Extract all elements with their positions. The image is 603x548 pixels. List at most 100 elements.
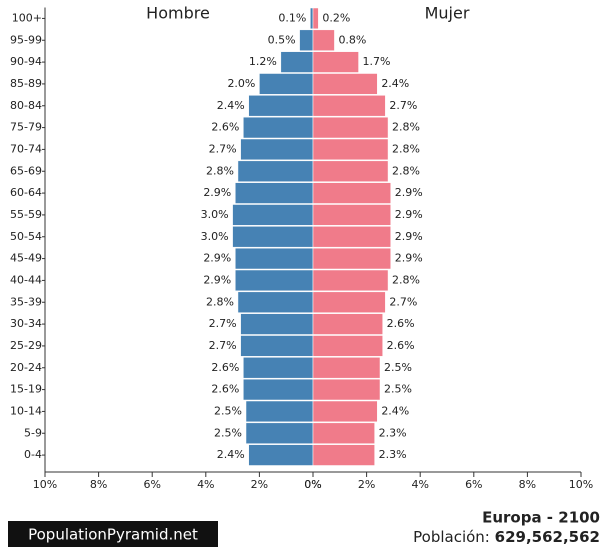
x-tick-label: 10%	[569, 478, 593, 491]
value-label: 2.6%	[387, 339, 415, 352]
age-label: 30-34	[10, 317, 42, 330]
x-tick-label: 8%	[519, 478, 536, 491]
bar-male	[232, 204, 314, 226]
value-label: 2.9%	[395, 230, 423, 243]
bar-female	[312, 73, 378, 95]
value-label: 2.6%	[211, 121, 239, 134]
bar-female	[312, 51, 359, 73]
value-label: 2.3%	[379, 426, 407, 439]
value-label: 2.9%	[395, 252, 423, 265]
x-tick-label: 0%	[304, 478, 321, 491]
bar-female	[312, 291, 386, 313]
age-label: 80-84	[10, 99, 42, 112]
bar-male	[245, 400, 314, 423]
bar-female	[312, 422, 375, 444]
age-label: 50-54	[10, 230, 42, 243]
value-label: 2.0%	[227, 77, 255, 90]
age-label: 85-89	[10, 77, 42, 90]
value-label: 2.5%	[384, 361, 412, 374]
age-label: 95-99	[10, 33, 42, 46]
value-label: 2.4%	[217, 99, 245, 112]
bar-male	[240, 138, 314, 161]
bar-female	[312, 269, 389, 292]
x-tick-label: 8%	[90, 478, 107, 491]
value-label: 2.6%	[211, 383, 239, 396]
bar-male	[310, 7, 314, 30]
bar-male	[243, 116, 314, 139]
bar-male	[243, 378, 314, 401]
value-label: 2.8%	[206, 164, 234, 177]
age-label: 100+	[12, 11, 42, 24]
value-label: 2.8%	[392, 273, 420, 286]
age-label: 20-24	[10, 361, 42, 374]
value-label: 2.7%	[209, 317, 237, 330]
age-label: 15-19	[10, 383, 42, 396]
bar-female	[312, 226, 391, 248]
population-label: Población:	[413, 528, 490, 546]
region: Europa - 2100	[482, 509, 600, 527]
age-label: 65-69	[10, 164, 42, 177]
x-tick-label: 0%	[304, 478, 321, 491]
legend-male: Hombre	[146, 4, 210, 23]
value-label: 2.8%	[392, 164, 420, 177]
value-label: 0.1%	[278, 11, 306, 24]
value-label: 2.5%	[214, 426, 242, 439]
value-label: 2.4%	[381, 404, 409, 417]
bar-female	[312, 378, 381, 401]
value-label: 2.7%	[209, 339, 237, 352]
value-label: 2.9%	[395, 208, 423, 221]
value-label: 2.8%	[206, 295, 234, 308]
bar-male	[248, 95, 314, 117]
population: Población: 629,562,562	[413, 528, 600, 546]
bar-female	[312, 335, 383, 357]
value-label: 2.3%	[379, 448, 407, 461]
value-label: 3.0%	[201, 208, 229, 221]
value-label: 2.8%	[392, 121, 420, 134]
bar-female	[312, 116, 389, 139]
value-label: 2.4%	[381, 77, 409, 90]
bar-female	[312, 444, 375, 466]
age-label: 90-94	[10, 55, 42, 68]
value-label: 0.8%	[338, 33, 366, 46]
x-tick-label: 2%	[251, 478, 268, 491]
bar-female	[312, 29, 335, 51]
bar-male	[245, 422, 314, 444]
bar-female	[312, 182, 391, 204]
value-label: 2.8%	[392, 142, 420, 155]
value-label: 2.6%	[387, 317, 415, 330]
age-label: 25-29	[10, 339, 42, 352]
site-badge	[8, 521, 218, 547]
bar-male	[235, 247, 314, 270]
bar-female	[312, 7, 319, 30]
bar-male	[240, 335, 314, 357]
bar-male	[280, 51, 314, 73]
x-tick-label: 6%	[143, 478, 160, 491]
x-tick-label: 2%	[358, 478, 375, 491]
value-label: 2.7%	[209, 142, 237, 155]
value-label: 2.6%	[211, 361, 239, 374]
bar-female	[312, 204, 391, 226]
value-label: 2.5%	[214, 404, 242, 417]
value-label: 2.4%	[217, 448, 245, 461]
bar-male	[259, 73, 314, 95]
age-label: 75-79	[10, 121, 42, 134]
value-label: 2.7%	[389, 295, 417, 308]
value-label: 2.9%	[395, 186, 423, 199]
bar-female	[312, 400, 378, 423]
bar-male	[237, 160, 314, 182]
bar-male	[243, 357, 314, 379]
age-label: 35-39	[10, 295, 42, 308]
bar-female	[312, 160, 389, 182]
value-label: 3.0%	[201, 230, 229, 243]
age-label: 55-59	[10, 208, 42, 221]
bar-female	[312, 138, 389, 161]
age-label: 60-64	[10, 186, 42, 199]
bar-male	[235, 269, 314, 292]
age-label: 0-4	[24, 448, 42, 461]
age-label: 40-44	[10, 273, 42, 286]
bar-male	[240, 313, 314, 335]
legend-female: Mujer	[425, 4, 470, 23]
x-tick-label: 6%	[465, 478, 482, 491]
age-label: 45-49	[10, 252, 42, 265]
